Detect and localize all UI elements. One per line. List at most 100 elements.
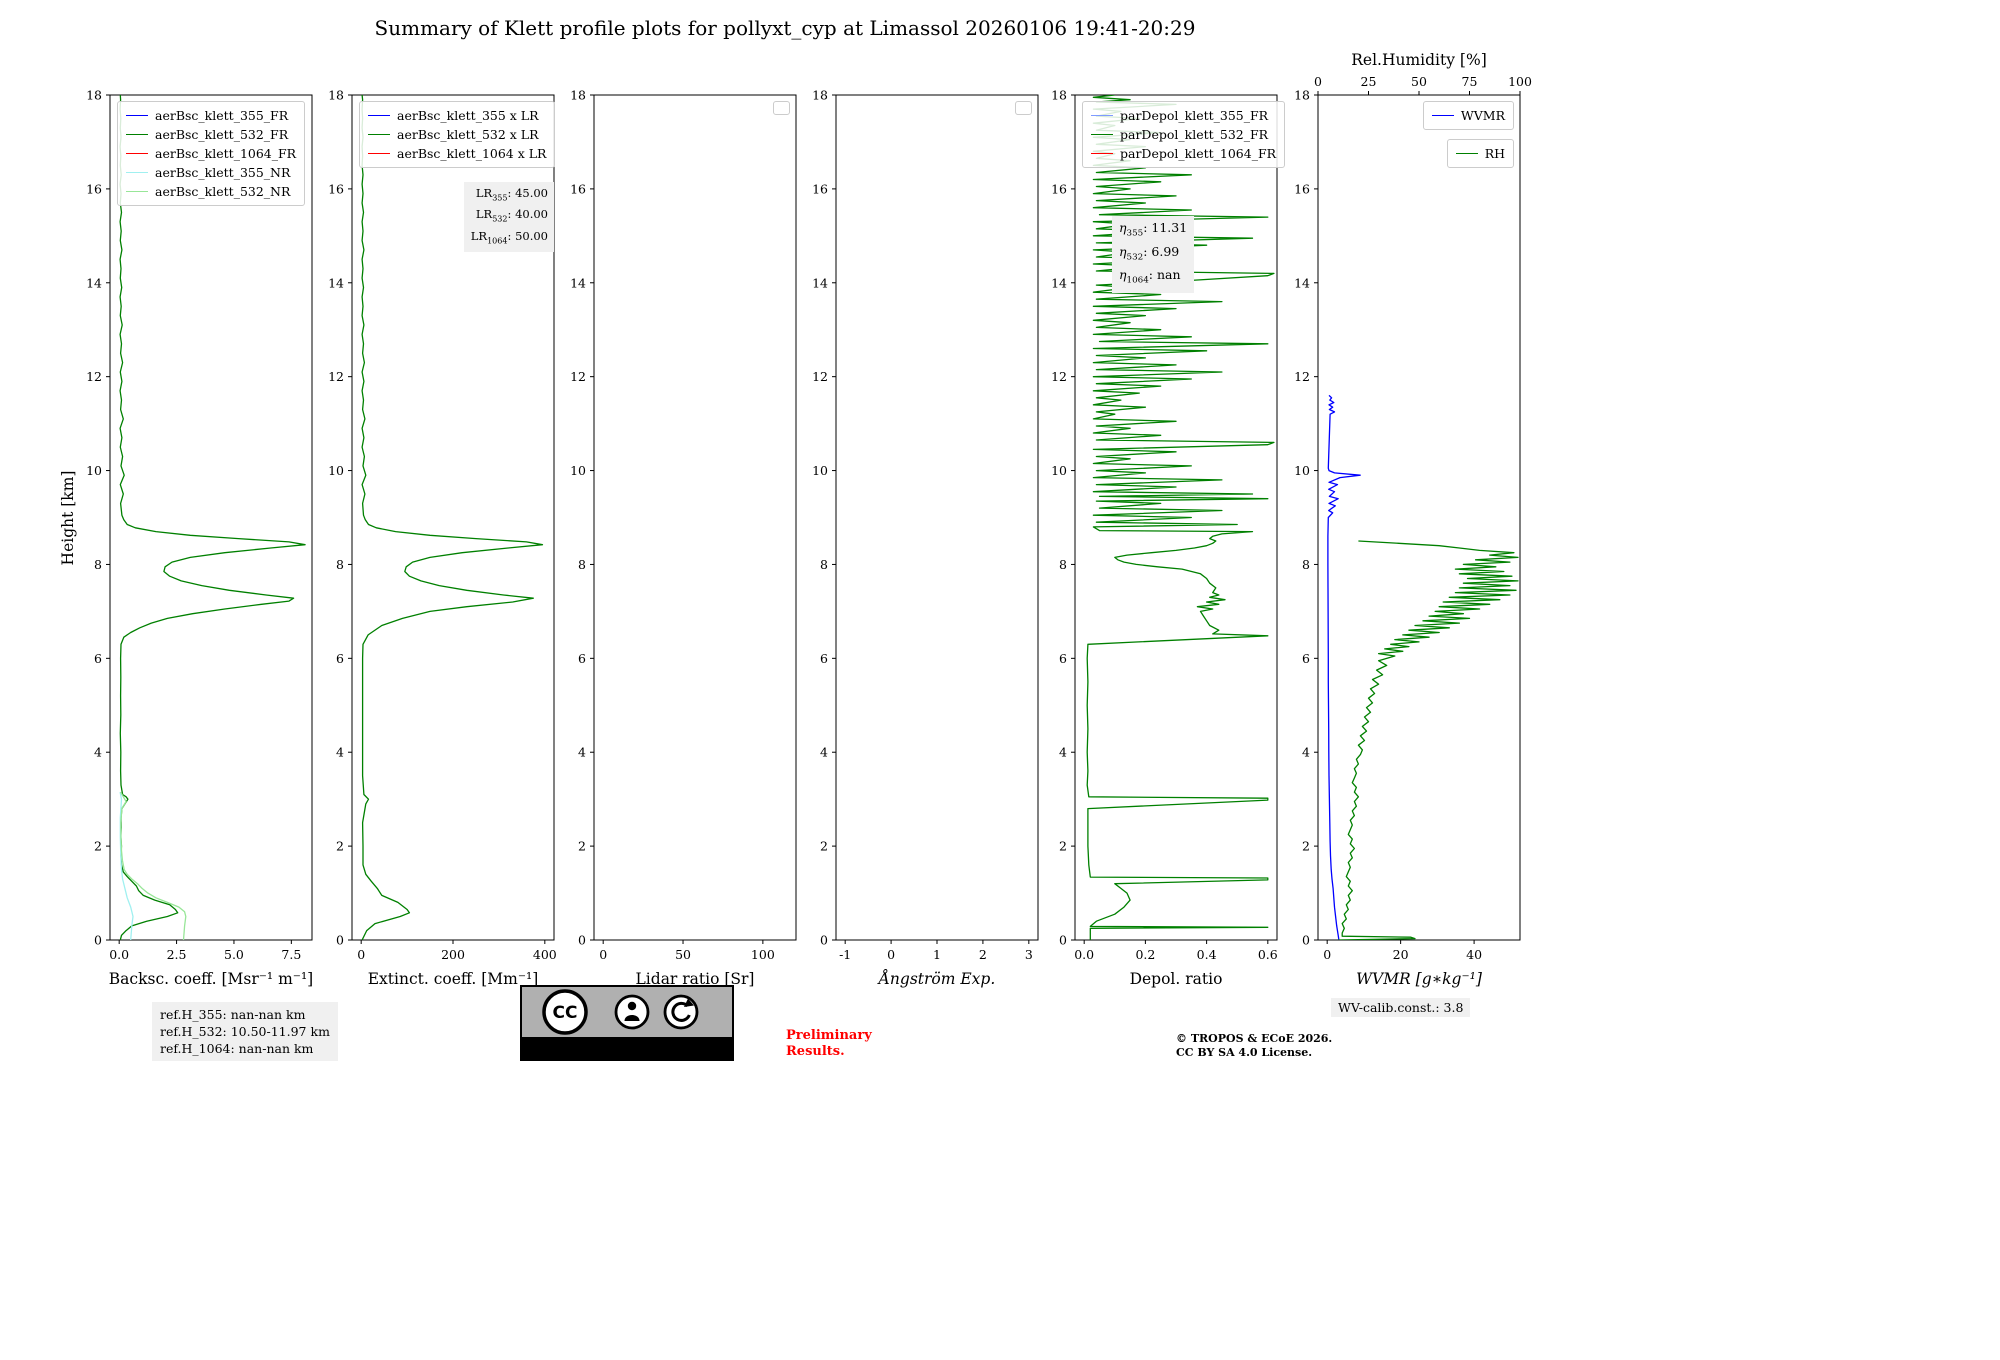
x-axis-title: Backsc. coeff. [Msr⁻¹ m⁻¹]	[109, 970, 313, 988]
legend-label: aerBsc_klett_1064_FR	[155, 146, 297, 161]
badge-sa-label: SA	[670, 1042, 691, 1058]
panel-lidar-ratio: 0 50 100 Lidar ratio [Sr] 0 2 4 6 8 10 12 14 16 18	[570, 88, 797, 988]
y-tick-label: 10	[570, 463, 586, 478]
x-tick-label: 50	[675, 947, 691, 962]
legend-line-sample	[126, 115, 148, 116]
y-tick-label: 6	[94, 651, 102, 666]
plot-frame	[1317, 94, 1521, 941]
copyright-line-2: CC BY SA 4.0 License.	[1176, 1046, 1313, 1059]
y-tick-label: 4	[1302, 745, 1310, 760]
legend-item: parDepol_klett_355_FR	[1091, 106, 1276, 125]
x-tick-label: 40	[1466, 947, 1482, 962]
series-aerBsc_klett_532_x_LR	[361, 95, 544, 940]
eta-annotation: η355: 11.31 η532: 6.99 η1064: nan	[1112, 216, 1195, 293]
x-tick-label: 1	[933, 947, 941, 962]
legend-line-sample	[368, 115, 390, 116]
x-tick-label: -1	[839, 947, 851, 962]
x-tick-label: 0	[1323, 947, 1331, 962]
legend-label: RH	[1484, 146, 1505, 161]
y-axis: 0 2 4 6 8 10 12 14 16 18	[86, 88, 110, 948]
y-axis: 0 2 4 6 8 10 12 14 16 18	[1294, 88, 1318, 948]
x-tick-label: 0.0	[1074, 947, 1094, 962]
legend-empty-angstroem	[1015, 101, 1032, 115]
legend-item: aerBsc_klett_532_NR	[126, 182, 296, 201]
x-axis: -1 0 1 2 3	[839, 940, 1033, 962]
x-tick-label: 3	[1025, 947, 1033, 962]
legend-item: parDepol_klett_532_FR	[1091, 125, 1276, 144]
legend-item: aerBsc_klett_355_NR	[126, 163, 296, 182]
legend-item: aerBsc_klett_1064_FR	[126, 144, 296, 163]
y-tick-label: 8	[94, 557, 102, 572]
copyright-note: © TROPOS & ECoE 2026. CC BY SA 4.0 Licen…	[1176, 1032, 1332, 1060]
series-aerBsc_klett_355_NR	[119, 791, 134, 940]
legend-line-sample	[368, 134, 390, 135]
legend-line-sample	[126, 172, 148, 173]
x-tick-label: 0	[599, 947, 607, 962]
x-tick-label: 5.0	[224, 947, 244, 962]
y-tick-label: 18	[812, 88, 828, 103]
x-tick-label: 0.4	[1197, 947, 1217, 962]
y-tick-label: 10	[328, 463, 344, 478]
ref-532-line: ref.H_532: 10.50-11.97 km	[160, 1024, 330, 1039]
preliminary-line-1: Preliminary	[786, 1028, 872, 1043]
y-tick-label: 8	[1302, 557, 1310, 572]
legend-wvmr: WVMR	[1422, 101, 1514, 130]
x-tick-label: 100	[751, 947, 775, 962]
y-axis: 0 2 4 6 8 10 12 14 16 18	[812, 88, 836, 948]
eta-532-line: η532: 6.99	[1119, 243, 1180, 263]
x-tick-label: 7.5	[281, 947, 301, 962]
legend-wvmr-1: RH	[1446, 139, 1514, 168]
y-tick-label: 10	[1051, 463, 1067, 478]
y-tick-label: 12	[86, 369, 102, 384]
x-axis: 0.0 0.2 0.4 0.6	[1074, 940, 1278, 962]
x-tick-label: 0.0	[109, 947, 129, 962]
legend-label: aerBsc_klett_355 x LR	[397, 108, 539, 123]
y-tick-label: 8	[1059, 557, 1067, 572]
x-axis: 0.0 2.5 5.0 7.5	[109, 940, 301, 962]
badge-bottom-bar	[521, 1037, 733, 1060]
y-tick-label: 14	[1051, 275, 1067, 290]
y-tick-label: 2	[1059, 839, 1067, 854]
top-tick-label: 50	[1411, 74, 1427, 89]
x-axis: 0 50 100	[599, 940, 775, 962]
x-tick-label: 0	[887, 947, 895, 962]
top-tick-label: 0	[1314, 74, 1322, 89]
y-tick-label: 4	[578, 745, 586, 760]
y-tick-label: 0	[1059, 933, 1067, 948]
copyright-line-1: © TROPOS & ECoE 2026.	[1176, 1032, 1333, 1045]
legend-item: RH	[1455, 144, 1505, 163]
legend-line-sample	[1091, 134, 1113, 135]
top-tick-label: 100	[1508, 74, 1532, 89]
y-tick-label: 0	[336, 933, 344, 948]
ref-355-line: ref.H_355: nan-nan km	[160, 1007, 306, 1022]
y-tick-label: 0	[578, 933, 586, 948]
legend-item: aerBsc_klett_532 x LR	[368, 125, 546, 144]
y-tick-label: 18	[86, 88, 102, 103]
ref-1064-line: ref.H_1064: nan-nan km	[160, 1041, 314, 1056]
series-parDepol_klett_532_FR	[1086, 95, 1275, 940]
y-tick-label: 14	[1294, 275, 1310, 290]
legend-item: aerBsc_klett_355 x LR	[368, 106, 546, 125]
legend-item: aerBsc_klett_532_FR	[126, 125, 296, 144]
y-tick-label: 4	[336, 745, 344, 760]
x-axis-title: Ångström Exp.	[877, 970, 996, 988]
series-RH	[1338, 540, 1519, 940]
eta-355-line: η355: 11.31	[1119, 220, 1188, 239]
panel-backscatter: 0.0 2.5 5.0 7.5 Backsc. coeff. [Msr⁻¹ m⁻¹] 0 2…	[86, 88, 313, 989]
legend-item: aerBsc_klett_1064 x LR	[368, 144, 546, 163]
x-tick-label: 20	[1393, 947, 1409, 962]
legend-line-sample	[1091, 153, 1113, 154]
y-axis: 0 2 4 6 8 10 12 14 16 18	[328, 88, 352, 948]
legend-label: aerBsc_klett_532_FR	[155, 127, 289, 142]
legend-label: aerBsc_klett_355_FR	[155, 108, 289, 123]
svg-text:CC: CC	[553, 1003, 578, 1023]
plot-frame	[835, 94, 1039, 941]
x-tick-label: 200	[441, 947, 465, 962]
legend-label: aerBsc_klett_532 x LR	[397, 127, 539, 142]
wv-calib-annotation: WV-calib.const.: 3.8	[1331, 998, 1471, 1017]
figure-title: Summary of Klett profile plots for polly…	[374, 16, 1196, 40]
lidar-ratio-annotation: LR355: 45.00 LR532: 40.00 LR1064: 50.00	[464, 182, 554, 252]
x-tick-label: 0.6	[1258, 947, 1278, 962]
legend-line-sample	[1091, 115, 1113, 116]
